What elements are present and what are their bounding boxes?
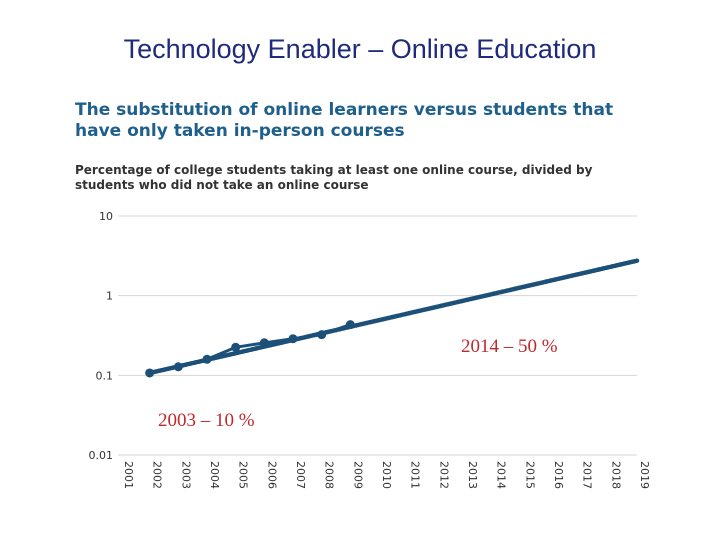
y-tick-label: 10 <box>99 210 113 223</box>
x-tick-label: 2002 <box>151 461 164 489</box>
x-tick-label: 2007 <box>294 461 307 489</box>
y-tick-label: 0.01 <box>89 449 114 462</box>
x-tick-label: 2017 <box>581 461 594 489</box>
y-tick-label: 0.1 <box>96 369 114 382</box>
chart-title: The substitution of online learners vers… <box>75 100 614 141</box>
slide-title: Technology Enabler – Online Education <box>123 34 597 64</box>
x-tick-label: 2003 <box>179 461 192 489</box>
annotation-2003: 2003 – 10 % <box>158 410 255 431</box>
x-tick-label: 2018 <box>609 461 622 489</box>
x-tick-label: 2011 <box>409 461 422 489</box>
data-point <box>231 342 241 352</box>
chart-subtitle: Percentage of college students taking at… <box>75 163 593 192</box>
y-tick-label: 1 <box>106 290 113 303</box>
x-tick-label: 2013 <box>466 461 479 489</box>
data-point <box>145 368 155 378</box>
x-tick-label: 2014 <box>495 461 508 489</box>
x-tick-label: 2016 <box>552 461 565 489</box>
data-point <box>202 354 212 364</box>
annotation-2014: 2014 – 50 % <box>461 336 558 357</box>
x-tick-label: 2015 <box>523 461 536 489</box>
series-lines <box>147 258 640 376</box>
x-tick-label: 2005 <box>237 461 250 489</box>
x-tick-label: 2008 <box>323 461 336 489</box>
x-tick-label: 2012 <box>437 461 450 489</box>
data-point <box>173 362 183 372</box>
gridlines <box>118 215 637 456</box>
x-tick-label: 2010 <box>380 461 393 489</box>
data-points <box>145 320 355 378</box>
data-point <box>259 338 269 348</box>
data-point <box>345 320 355 330</box>
projection-line <box>147 258 640 376</box>
x-tick-label: 2006 <box>265 461 278 489</box>
x-tick-label: 2009 <box>351 461 364 489</box>
y-axis-ticks: 0.01 0.1 1 10 <box>89 210 114 462</box>
x-tick-label: 2019 <box>638 461 651 489</box>
x-tick-label: 2004 <box>208 461 221 489</box>
data-point <box>288 334 298 344</box>
data-point <box>317 330 327 340</box>
x-tick-label: 2001 <box>122 461 135 489</box>
x-axis-ticks: 2001 2002 2003 2004 2005 2006 2007 2008 2009 2010… <box>122 461 651 489</box>
